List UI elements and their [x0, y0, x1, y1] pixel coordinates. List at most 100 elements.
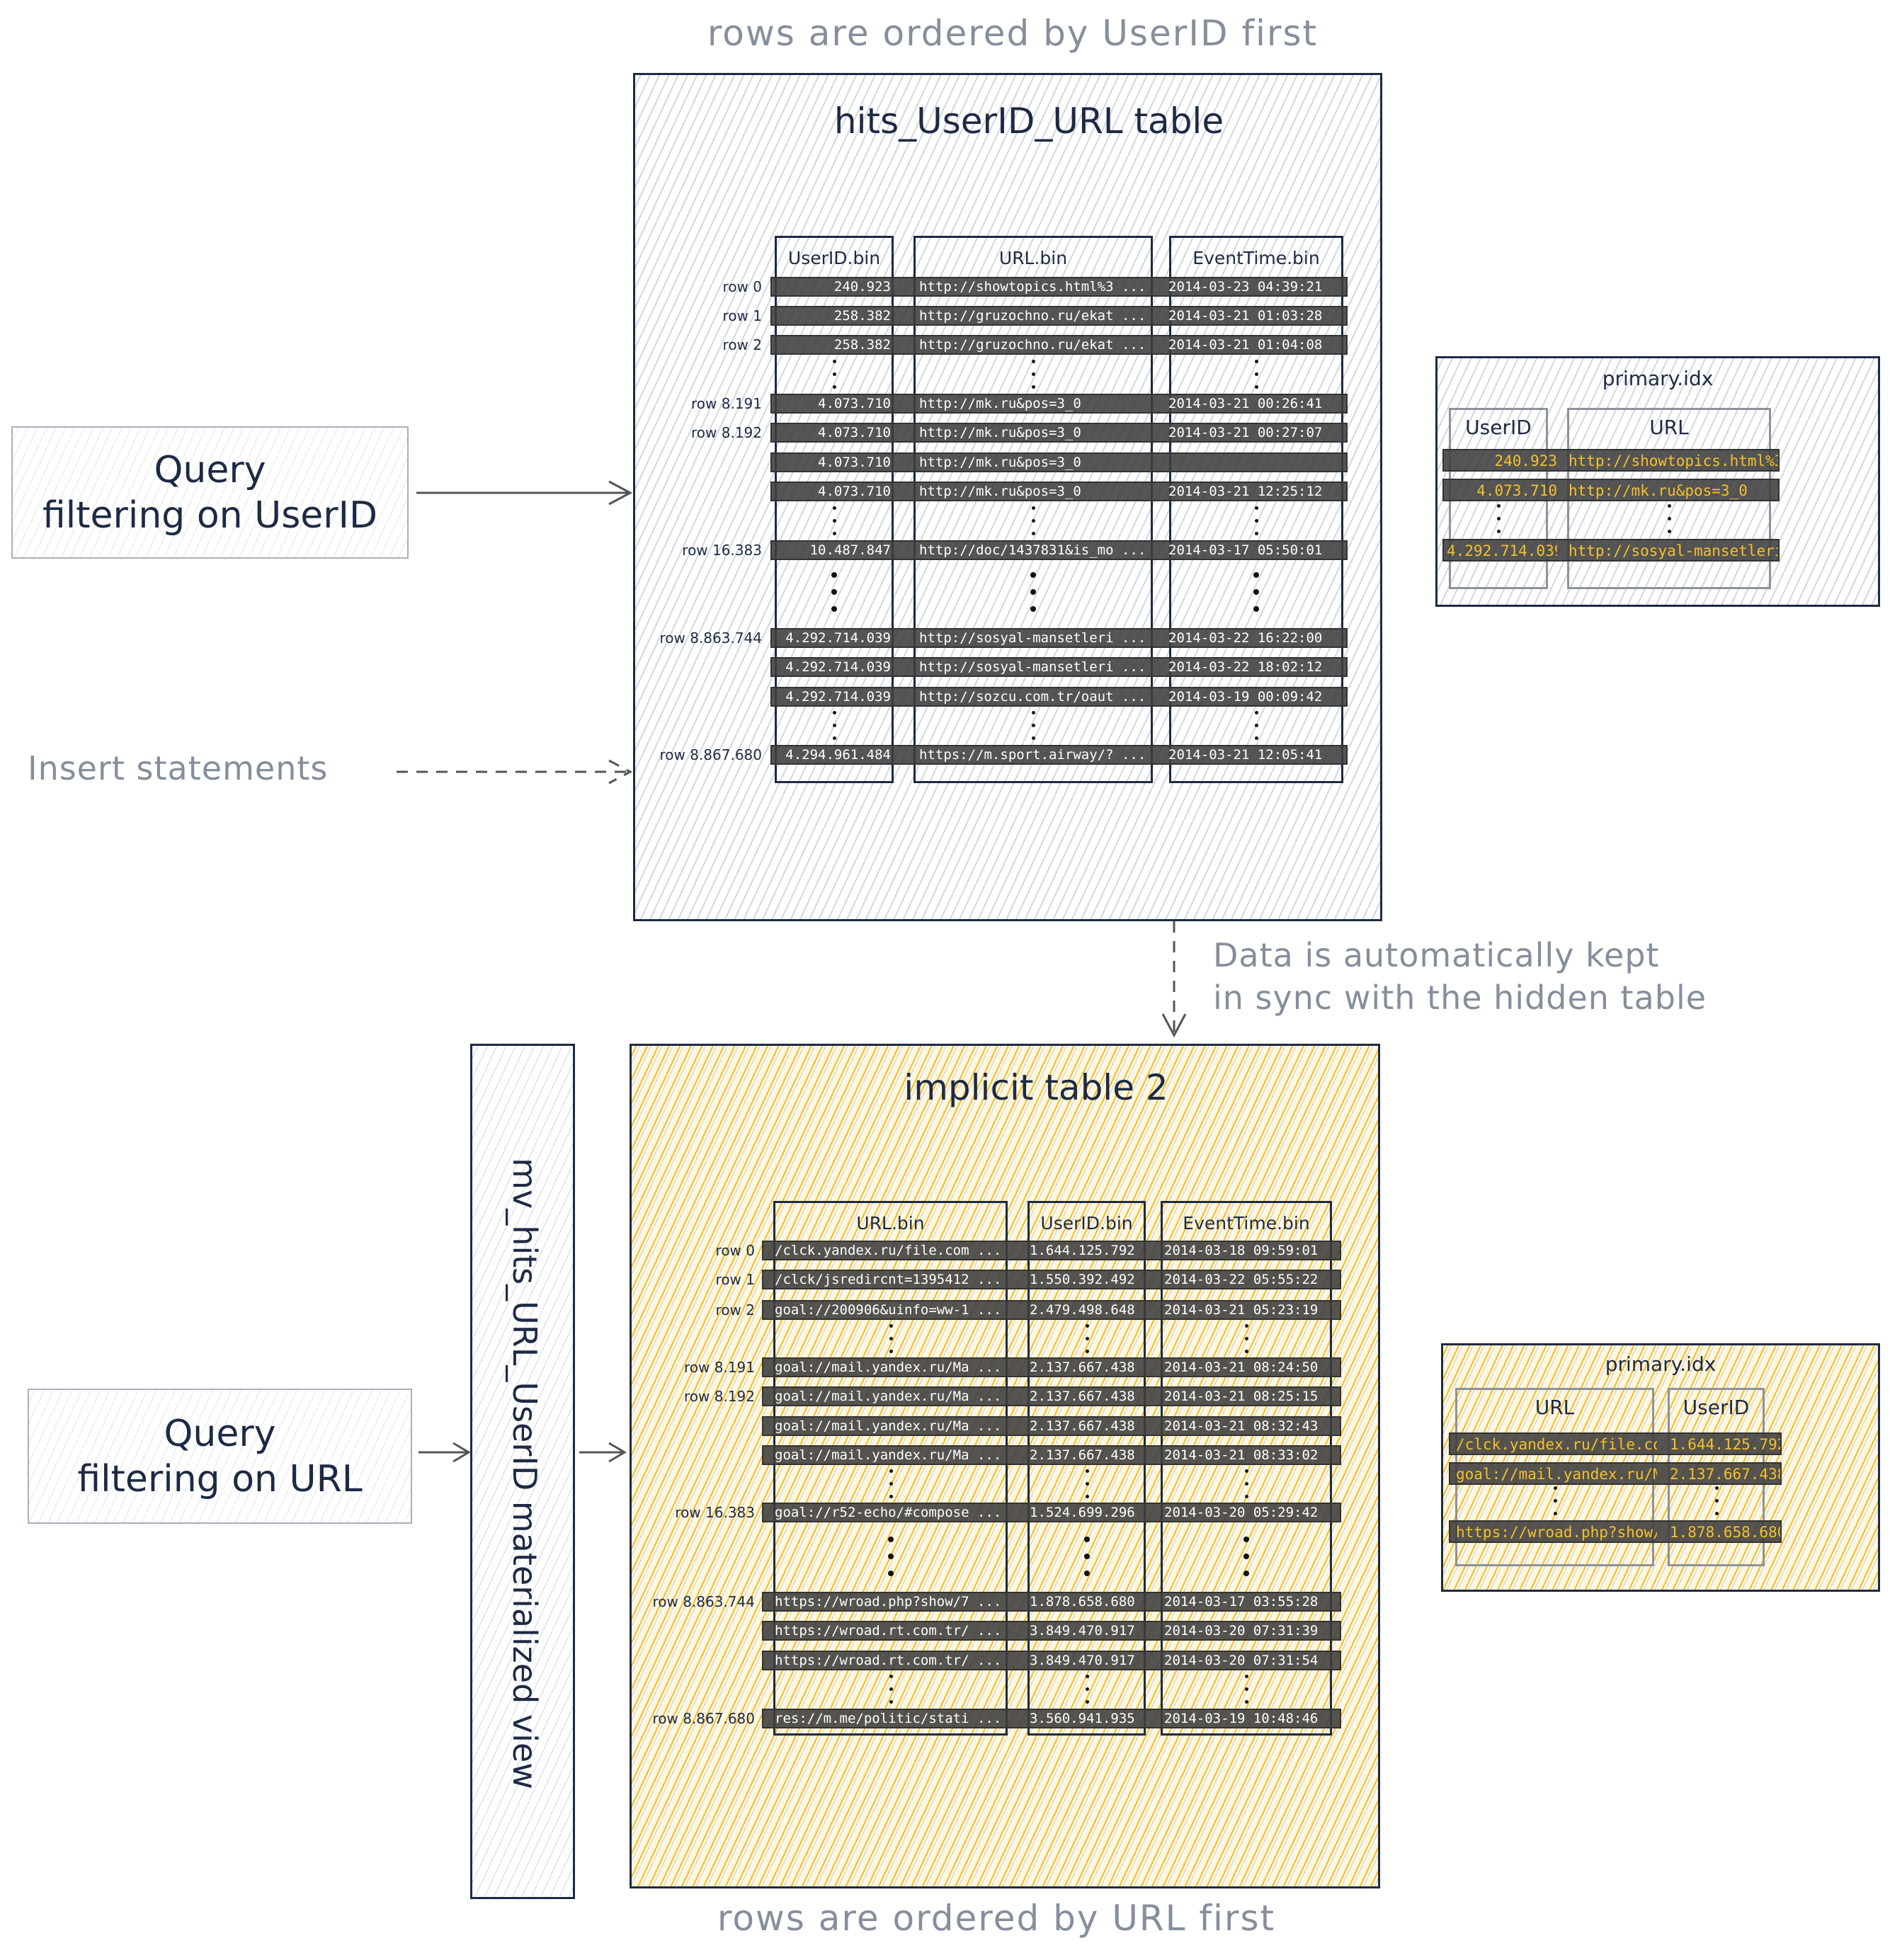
cell: 2.137.667.438 — [1030, 1447, 1135, 1463]
cell: 2014-03-17 03:55:28 — [1164, 1594, 1319, 1609]
cell: 2014-03-17 05:50:01 — [1168, 542, 1323, 558]
column-header: URL.bin — [856, 1213, 925, 1233]
ellipsis-dot — [1245, 1675, 1248, 1678]
table-row: goal://mail.yandex.ru/Ma ... 2.137.667.43… — [762, 1357, 1341, 1377]
cell: https://wroad.rt.com.tr/ ... — [775, 1653, 1002, 1668]
table-row: https://wroad.php?show/7 ... 1.878.658.68… — [762, 1592, 1341, 1612]
ellipsis-dot — [833, 372, 836, 376]
top-caption: rows are ordered by UserID first — [707, 13, 1319, 54]
query-url-arrow — [419, 1442, 471, 1463]
column-header: URL.bin — [998, 248, 1068, 268]
ellipsis-dot — [833, 519, 836, 523]
column-2: EventTime.bin — [1169, 236, 1343, 783]
index-column-header: URL — [1535, 1396, 1575, 1419]
materialized-view-box: mv_hits_URL_UserID materialized view — [470, 1044, 575, 1899]
cell: 2014-03-21 08:25:15 — [1164, 1389, 1319, 1404]
cell: 2014-03-22 16:22:00 — [1168, 630, 1323, 646]
index-cell: http://mk.ru&pos=3_0 — [1569, 482, 1748, 499]
table-row: goal://mail.yandex.ru/Ma ... 2.137.667.43… — [762, 1445, 1341, 1465]
cell: 3.849.470.917 — [1030, 1623, 1135, 1639]
sync-arrowhead — [1161, 1013, 1187, 1038]
ellipsis-dot — [1085, 1482, 1089, 1486]
ellipsis-dot — [833, 736, 836, 740]
ellipsis-dot — [1668, 517, 1671, 520]
column-1: UserID.bin — [1027, 1201, 1146, 1736]
ellipsis-dot — [889, 1687, 893, 1691]
table-row: res://m.me/politic/stati ... 3.560.941.93… — [762, 1709, 1341, 1728]
ellipsis-dot — [887, 1571, 894, 1576]
table-row: 240.923 http://showtopics.html%3 ... 2014-… — [770, 277, 1348, 297]
ellipsis-dot — [1243, 1537, 1249, 1542]
ellipsis-dot — [1253, 572, 1259, 578]
cell: 4.073.710 — [818, 455, 891, 470]
cell: http://gruzochno.ru/ekat ... — [919, 337, 1146, 353]
cell: 1.550.392.492 — [1030, 1272, 1135, 1287]
ellipsis-dot — [889, 1324, 893, 1328]
row-label: row 8.867.680 — [659, 746, 762, 763]
ellipsis-dot — [1032, 372, 1035, 376]
query-filter-userid-box: Query filtering on UserID — [11, 426, 409, 559]
sync-note-line2: in sync with the hidden table — [1213, 979, 1707, 1017]
ellipsis-dot — [1030, 606, 1036, 612]
cell: 258.382 — [833, 337, 891, 353]
ellipsis-dot — [1243, 1571, 1249, 1576]
index-cell: http://sosyal-mansetleri ... — [1569, 542, 1778, 559]
query-line1: Query — [154, 448, 266, 491]
column-header: EventTime.bin — [1192, 248, 1320, 268]
row-label: row 1 — [715, 1271, 755, 1288]
cell: 240.923 — [833, 279, 891, 295]
cell: goal://mail.yandex.ru/Ma ... — [775, 1389, 1002, 1404]
query-line2: filtering on UserID — [42, 494, 378, 537]
query-userid-arrow — [416, 480, 633, 506]
implicit-table-2: implicit table 2 — [630, 1044, 1380, 1888]
ellipsis-dot — [1085, 1700, 1089, 1704]
ellipsis-dot — [887, 1554, 894, 1559]
cell: http://mk.ru&pos=3_0 — [919, 484, 1081, 499]
table-title: hits_UserID_URL table — [833, 101, 1224, 142]
ellipsis-dot — [833, 724, 836, 727]
cell: 2014-03-22 18:02:12 — [1168, 659, 1323, 675]
row-label: row 8.867.680 — [652, 1710, 755, 1727]
ellipsis-dot — [833, 385, 836, 389]
ellipsis-dot — [833, 711, 836, 714]
index-cell: http://showtopics.html%3 ... — [1569, 452, 1778, 469]
cell: http://showtopics.html%3 ... — [919, 279, 1146, 295]
cell: https://wroad.rt.com.tr/ ... — [775, 1623, 1002, 1639]
row-label: row 2 — [715, 1301, 755, 1318]
cell: goal://mail.yandex.ru/Ma ... — [775, 1447, 1002, 1463]
cell: 2.137.667.438 — [1030, 1360, 1135, 1375]
ellipsis-dot — [1245, 1495, 1248, 1498]
ellipsis-dot — [1255, 724, 1258, 727]
table-row: 258.382 http://gruzochno.ru/ekat ... 2014-… — [770, 306, 1348, 326]
cell: http://mk.ru&pos=3_0 — [919, 425, 1081, 440]
ellipsis-dot — [1668, 504, 1671, 508]
index-row: 240.923 http://showtopics.html%3 ... — [1442, 449, 1780, 472]
ellipsis-dot — [1085, 1350, 1089, 1353]
cell: 2014-03-21 00:26:41 — [1168, 396, 1323, 411]
ellipsis-dot — [1085, 1337, 1089, 1340]
table-row: goal://200906&uinfo=ww-1 ... 2.479.498.64… — [762, 1300, 1341, 1320]
ellipsis-dot — [1245, 1337, 1248, 1340]
cell: /clck/jsredircnt=1395412 ... — [775, 1272, 1002, 1287]
cell: http://sozcu.com.tr/oaut ... — [919, 689, 1146, 705]
cell: 2014-03-21 12:25:12 — [1168, 484, 1323, 499]
table-row: 4.073.710 http://mk.ru&pos=3_0 2014-03-21 … — [770, 423, 1348, 443]
ellipsis-dot — [1030, 589, 1036, 595]
table-row: 10.487.847 http://doc/1437831&is_mo ... 20… — [770, 540, 1348, 560]
ellipsis-dot — [1085, 1495, 1089, 1498]
cell: 2014-03-19 10:48:46 — [1164, 1711, 1319, 1726]
ellipsis-dot — [1032, 385, 1035, 389]
ellipsis-dot — [1245, 1350, 1248, 1353]
cell: 2.137.667.438 — [1030, 1389, 1135, 1404]
column-header: EventTime.bin — [1183, 1213, 1310, 1233]
cell: http://sosyal-mansetleri ... — [919, 659, 1146, 675]
ellipsis-dot — [1245, 1324, 1248, 1328]
ellipsis-dot — [1032, 506, 1035, 510]
cell: 2014-03-21 08:33:02 — [1164, 1447, 1319, 1463]
cell: 4.292.714.039 — [785, 630, 891, 646]
row-label: row 0 — [722, 278, 762, 295]
query-filter-url-box: Query filtering on URL — [28, 1389, 412, 1524]
cell: 2014-03-21 08:24:50 — [1164, 1360, 1319, 1375]
cell: 2014-03-21 01:03:28 — [1168, 308, 1323, 324]
ellipsis-dot — [1245, 1687, 1248, 1691]
